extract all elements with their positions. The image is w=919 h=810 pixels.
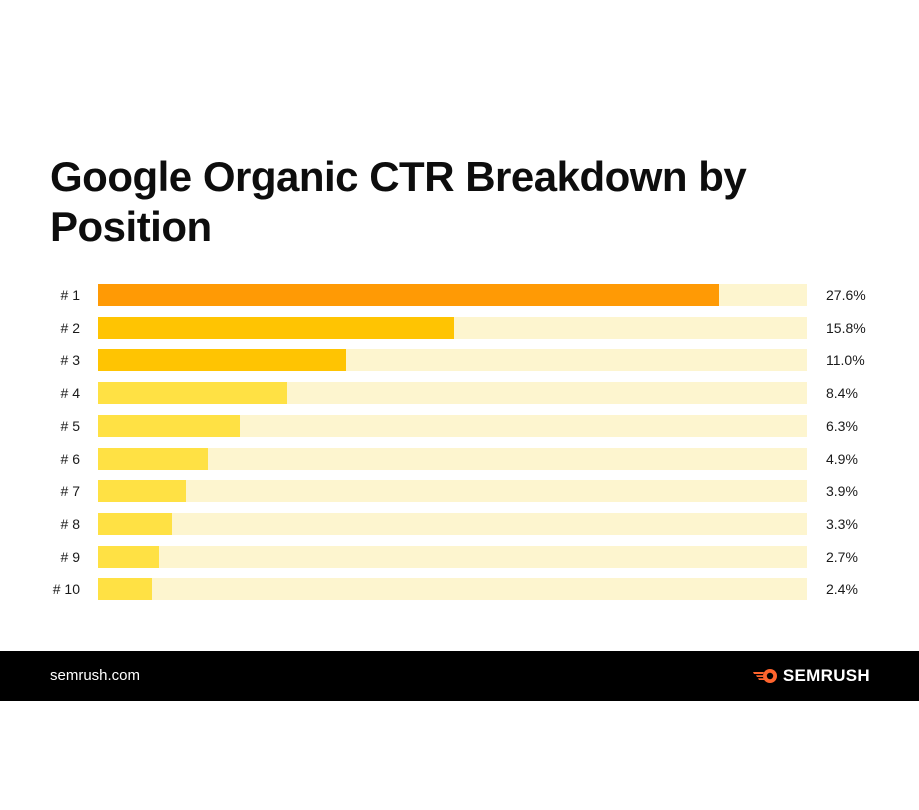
bar (98, 480, 186, 503)
bar (98, 447, 209, 470)
value-label: 11.0% (826, 352, 865, 369)
bar-chart: # 1 27.6% # 2 15.8% # 3 11.0% # 4 8.4% # 5 6.3% # … (52, 284, 866, 601)
bar (98, 414, 240, 437)
bar-track (98, 316, 807, 339)
value-label: 3.9% (826, 483, 858, 500)
bar-track (98, 349, 807, 372)
bar (98, 512, 173, 535)
position-label: # 6 (60, 450, 80, 467)
chart-title: Google Organic CTR Breakdown by Position (50, 153, 747, 250)
bar (98, 578, 153, 601)
value-label: 2.7% (826, 548, 858, 565)
bar (98, 316, 454, 339)
position-label: # 3 (60, 352, 80, 369)
bar-track (98, 447, 807, 470)
value-label: 27.6% (826, 287, 866, 303)
bar (98, 284, 720, 306)
position-label: # 5 (60, 417, 80, 434)
position-label: # 8 (60, 515, 80, 532)
bar-track (98, 480, 807, 503)
bar-track (98, 284, 807, 306)
semrush-logo[interactable]: SEMRUSH (752, 665, 870, 687)
bar (98, 545, 159, 568)
value-label: 15.8% (826, 319, 866, 336)
bar-track (98, 414, 807, 437)
position-label: # 7 (60, 483, 80, 500)
position-label: # 9 (60, 548, 80, 565)
position-label: # 4 (60, 385, 80, 402)
value-label: 4.9% (826, 450, 858, 467)
position-label: # 2 (60, 319, 80, 336)
bar-track (98, 578, 807, 601)
value-label: 2.4% (826, 581, 858, 598)
bar-track (98, 512, 807, 535)
position-label: # 1 (60, 287, 80, 303)
logo-wordmark: SEMRUSH (782, 666, 870, 685)
semrush-fire-icon (752, 669, 777, 683)
position-label: # 10 (52, 581, 80, 598)
footer-site-link[interactable]: semrush.com (50, 667, 141, 684)
footer-bar: semrush.com SEMRUSH (0, 651, 919, 701)
value-label: 6.3% (826, 417, 858, 434)
bar (98, 382, 288, 405)
bar-track (98, 382, 807, 405)
value-label: 3.3% (826, 515, 858, 532)
value-label: 8.4% (826, 385, 858, 402)
bar-track (98, 545, 807, 568)
bar (98, 349, 346, 372)
